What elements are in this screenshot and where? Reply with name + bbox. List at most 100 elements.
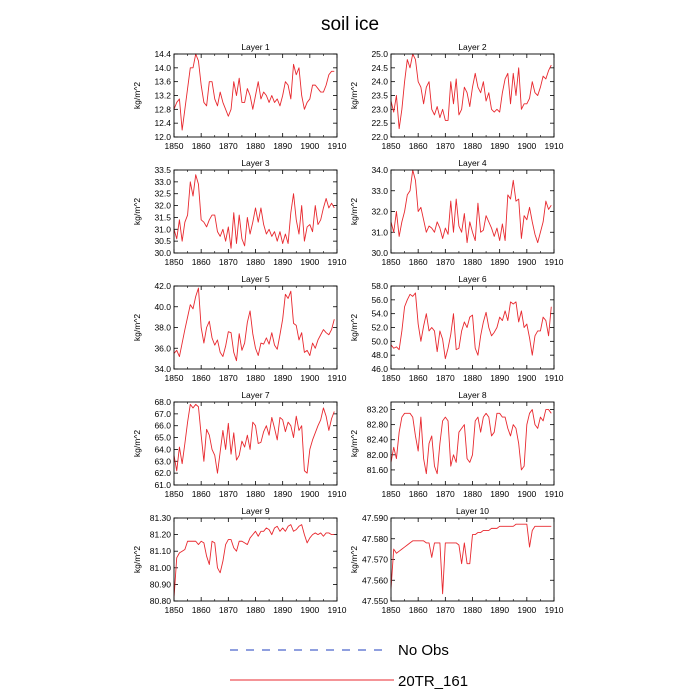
y-tick-label-layer-8: 82.40 xyxy=(367,435,389,445)
y-tick-label-layer-2: 24.0 xyxy=(371,77,388,87)
y-tick-label-layer-7: 65.0 xyxy=(154,433,171,443)
panel-layer-1: Layer 1 kg/m^2 1850 1860 1870 1880 1890 1900 191… xyxy=(132,42,347,151)
series-line-layer-5 xyxy=(173,287,335,362)
y-tick-label-layer-3: 32.0 xyxy=(154,201,171,211)
x-tick-label-layer-4: 1900 xyxy=(517,257,536,267)
plot-frame-layer-2 xyxy=(390,53,555,138)
y-tick-label-layer-7: 62.0 xyxy=(154,468,171,478)
plot-frame-layer-7 xyxy=(173,401,338,486)
y-tick-label-layer-9: 81.30 xyxy=(150,513,172,523)
y-tick-label-layer-1: 13.2 xyxy=(154,91,171,101)
y-axis-label-layer-10: kg/m^2 xyxy=(349,546,359,573)
x-tick-label-layer-4: 1890 xyxy=(490,257,509,267)
x-tick-label-layer-9: 1850 xyxy=(165,605,184,615)
x-tick-label-layer-1: 1850 xyxy=(165,141,184,151)
y-axis-label-layer-8: kg/m^2 xyxy=(349,430,359,457)
y-tick-label-layer-7: 66.0 xyxy=(154,421,171,431)
x-tick-label-layer-8: 1890 xyxy=(490,489,509,499)
series-line-layer-6 xyxy=(390,292,552,360)
y-tick-label-layer-6: 48.0 xyxy=(371,350,388,360)
x-tick-label-layer-10: 1850 xyxy=(382,605,401,615)
y-axis-label-layer-9: kg/m^2 xyxy=(132,546,142,573)
x-tick-label-layer-8: 1880 xyxy=(463,489,482,499)
x-tick-label-layer-5: 1900 xyxy=(300,373,319,383)
panel-layer-10: Layer 10 kg/m^2 1850 1860 1870 1880 1890 1900 19… xyxy=(349,506,564,615)
x-tick-label-layer-2: 1860 xyxy=(409,141,428,151)
y-tick-label-layer-2: 22.0 xyxy=(371,132,388,142)
panel-layer-6: Layer 6 kg/m^2 1850 1860 1870 1880 1890 1900 191… xyxy=(349,274,564,383)
series-line-layer-8 xyxy=(390,409,552,475)
series-line-layer-9 xyxy=(173,524,335,598)
x-tick-label-layer-5: 1910 xyxy=(328,373,347,383)
y-tick-label-layer-2: 25.0 xyxy=(371,49,388,59)
y-tick-label-layer-6: 56.0 xyxy=(371,295,388,305)
y-tick-label-layer-8: 83.20 xyxy=(367,405,389,415)
x-tick-label-layer-10: 1880 xyxy=(463,605,482,615)
y-axis-label-layer-2: kg/m^2 xyxy=(349,82,359,109)
y-tick-label-layer-2: 23.5 xyxy=(371,91,388,101)
y-tick-label-layer-9: 81.20 xyxy=(150,530,172,540)
y-tick-label-layer-9: 80.80 xyxy=(150,596,172,606)
y-tick-label-layer-4: 30.0 xyxy=(371,248,388,258)
series-line-layer-1 xyxy=(173,53,335,131)
x-tick-label-layer-4: 1910 xyxy=(545,257,564,267)
legend-label-20tr-161: 20TR_161 xyxy=(398,673,468,690)
y-tick-label-layer-9: 80.90 xyxy=(150,579,172,589)
y-tick-label-layer-7: 63.0 xyxy=(154,456,171,466)
x-tick-label-layer-2: 1880 xyxy=(463,141,482,151)
x-tick-label-layer-5: 1880 xyxy=(246,373,265,383)
y-tick-label-layer-5: 36.0 xyxy=(154,343,171,353)
y-tick-label-layer-4: 31.0 xyxy=(371,227,388,237)
plot-frame-layer-9 xyxy=(173,517,338,602)
y-tick-label-layer-10: 47.580 xyxy=(362,534,388,544)
x-tick-label-layer-8: 1910 xyxy=(545,489,564,499)
x-tick-label-layer-2: 1910 xyxy=(545,141,564,151)
x-tick-label-layer-6: 1860 xyxy=(409,373,428,383)
x-tick-label-layer-10: 1870 xyxy=(436,605,455,615)
y-axis-label-layer-5: kg/m^2 xyxy=(132,314,142,341)
y-tick-label-layer-4: 32.0 xyxy=(371,207,388,217)
plot-frame-layer-4 xyxy=(390,169,555,254)
y-axis-label-layer-7: kg/m^2 xyxy=(132,430,142,457)
y-tick-label-layer-3: 31.0 xyxy=(154,224,171,234)
x-tick-label-layer-8: 1870 xyxy=(436,489,455,499)
panel-title-layer-1: Layer 1 xyxy=(241,42,270,52)
y-tick-label-layer-9: 81.10 xyxy=(150,546,172,556)
panel-layer-4: Layer 4 kg/m^2 1850 1860 1870 1880 1890 1900 191… xyxy=(349,158,564,267)
y-tick-label-layer-2: 23.0 xyxy=(371,104,388,114)
panel-title-layer-4: Layer 4 xyxy=(458,158,487,168)
x-tick-label-layer-5: 1890 xyxy=(273,373,292,383)
x-tick-label-layer-3: 1900 xyxy=(300,257,319,267)
x-tick-label-layer-1: 1880 xyxy=(246,141,265,151)
x-tick-label-layer-7: 1900 xyxy=(300,489,319,499)
panel-title-layer-9: Layer 9 xyxy=(241,506,270,516)
x-tick-label-layer-7: 1860 xyxy=(192,489,211,499)
x-tick-label-layer-5: 1860 xyxy=(192,373,211,383)
panel-title-layer-10: Layer 10 xyxy=(456,506,489,516)
y-tick-label-layer-7: 67.0 xyxy=(154,409,171,419)
y-tick-label-layer-1: 14.0 xyxy=(154,63,171,73)
panel-layer-3: Layer 3 kg/m^2 1850 1860 1870 1880 1890 1900 191… xyxy=(132,158,347,267)
y-tick-label-layer-8: 82.80 xyxy=(367,420,389,430)
x-tick-label-layer-1: 1860 xyxy=(192,141,211,151)
series-line-layer-7 xyxy=(173,403,335,474)
x-tick-label-layer-2: 1870 xyxy=(436,141,455,151)
x-tick-label-layer-4: 1880 xyxy=(463,257,482,267)
y-tick-label-layer-8: 82.00 xyxy=(367,450,389,460)
x-tick-label-layer-1: 1910 xyxy=(328,141,347,151)
panel-layer-7: Layer 7 kg/m^2 1850 1860 1870 1880 1890 1900 191… xyxy=(132,390,347,499)
x-tick-label-layer-10: 1890 xyxy=(490,605,509,615)
y-tick-label-layer-1: 14.4 xyxy=(154,49,171,59)
y-tick-label-layer-7: 61.0 xyxy=(154,480,171,490)
y-tick-label-layer-10: 47.560 xyxy=(362,575,388,585)
x-tick-label-layer-3: 1880 xyxy=(246,257,265,267)
y-tick-label-layer-7: 64.0 xyxy=(154,444,171,454)
y-tick-label-layer-10: 47.550 xyxy=(362,596,388,606)
x-tick-label-layer-9: 1890 xyxy=(273,605,292,615)
plot-frame-layer-1 xyxy=(173,53,338,138)
series-line-layer-4 xyxy=(390,169,552,244)
x-tick-label-layer-6: 1900 xyxy=(517,373,536,383)
y-tick-label-layer-5: 40.0 xyxy=(154,302,171,312)
